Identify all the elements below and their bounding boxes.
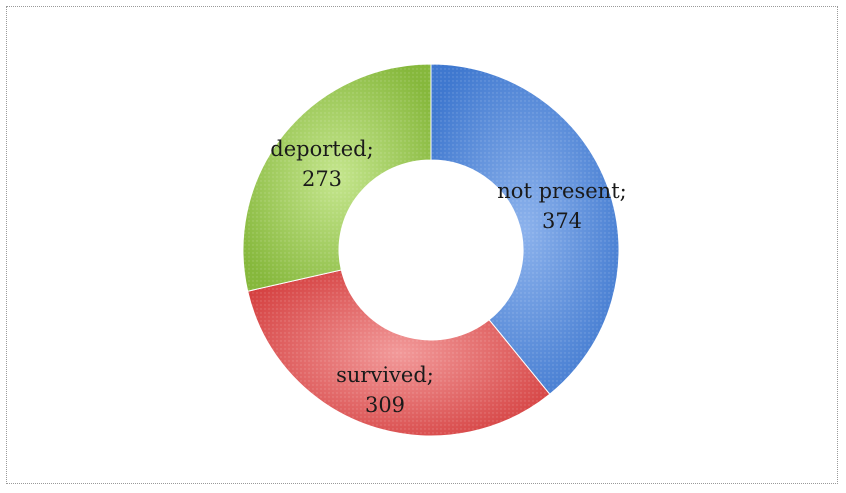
slice-not-present-texture: [431, 64, 619, 395]
label-survived-name: survived;: [336, 363, 434, 387]
label-deported: deported; 273: [270, 137, 373, 191]
slice-survived-texture: [247, 269, 550, 436]
label-not-present-value: 374: [542, 209, 582, 233]
label-deported-value: 273: [302, 167, 342, 191]
label-not-present-name: not present;: [497, 179, 626, 203]
slice-deported-texture: [242, 64, 431, 292]
label-survived-value: 309: [365, 393, 405, 417]
label-deported-name: deported;: [270, 137, 373, 161]
label-not-present: not present; 374: [497, 179, 626, 233]
label-survived: survived; 309: [336, 363, 434, 417]
